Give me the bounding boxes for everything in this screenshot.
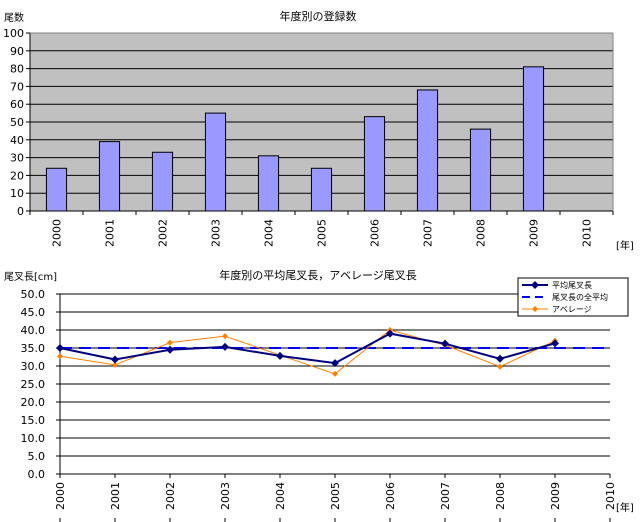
bar-y-tick-label: 60 (10, 98, 24, 111)
bar-chart: 年度別の登録数 尾数 [年] 0 10 20 30 40 50 60 70 80 90 100 20… (3, 9, 634, 252)
line-x-tick-label: 2007 (439, 482, 452, 510)
bar-x-tick-label: 2003 (210, 219, 223, 247)
line-chart-axes (59, 294, 611, 522)
bar-2000 (45, 167, 68, 212)
bar-2008 (469, 128, 492, 212)
line-chart-series (56, 327, 610, 377)
bar-chart-axes (29, 32, 614, 215)
bar-x-tick-label: 2009 (528, 219, 541, 247)
bar-y-tick-label: 0 (17, 205, 24, 218)
bar-x-tick-label: 2005 (316, 219, 329, 247)
legend-marker-average (532, 306, 538, 312)
line-chart-y-axis-label: 尾叉長[cm] (4, 271, 57, 283)
series-marker-0-2004 (276, 351, 284, 360)
legend-label-average: アベレージ (552, 305, 592, 314)
bar-y-tick-label: 80 (10, 63, 24, 76)
bar-y-tick-label: 10 (10, 187, 24, 200)
line-x-tick-label: 2005 (329, 482, 342, 510)
line-y-tick-label: 15.0 (21, 414, 46, 427)
line-chart-x-axis-unit: [年] (616, 501, 634, 514)
series-marker-2-2003 (222, 333, 228, 340)
series-marker-0-2009 (551, 339, 559, 348)
line-x-tick-label: 2003 (219, 482, 232, 510)
line-y-tick-label: 20.0 (21, 396, 46, 409)
bar-y-tick-label: 50 (10, 116, 24, 129)
bar-y-tick-label: 70 (10, 80, 24, 93)
line-x-tick-label: 2009 (549, 482, 562, 510)
line-chart-title: 年度別の平均尾叉長，アベレージ尾叉長 (219, 268, 417, 282)
line-x-tick-label: 2004 (274, 482, 287, 510)
bar-y-tick-label: 20 (10, 169, 24, 182)
series-marker-0-2000 (56, 344, 64, 352)
line-y-tick-label: 50.0 (21, 288, 46, 301)
series-marker-2-2005 (332, 370, 338, 377)
bar-x-tick-label: 2002 (157, 219, 170, 247)
bar-2007 (416, 89, 439, 212)
bar-x-tick-label: 2006 (369, 219, 382, 247)
line-x-tick-label: 2008 (494, 482, 507, 510)
legend-marker-avg-fork-length (531, 281, 539, 289)
series-marker-2-2008 (497, 363, 503, 370)
line-y-tick-label: 10.0 (21, 432, 46, 445)
line-y-tick-label: 40.0 (21, 324, 46, 337)
series-marker-0-2003 (221, 342, 229, 351)
bar-2001 (98, 141, 121, 212)
line-chart-y-tick-labels: 0.0 5.0 10.0 15.0 20.0 25.0 30.0 35.0 40.0 45.0 50… (21, 288, 46, 481)
line-y-tick-label: 25.0 (21, 378, 46, 391)
bar-chart-title: 年度別の登録数 (280, 9, 357, 23)
legend-label-avg-fork-length: 平均尾叉長 (552, 280, 592, 290)
bar-chart-x-axis-unit: [年] (616, 239, 634, 252)
bar-chart-y-axis-label: 尾数 (4, 11, 24, 24)
bar-2005 (310, 167, 333, 212)
bar-chart-y-tick-labels: 0 10 20 30 40 50 60 70 80 90 100 (3, 27, 24, 218)
series-marker-0-2005 (331, 359, 339, 368)
bar-x-tick-label: 2010 (581, 219, 594, 247)
line-x-tick-label: 2002 (164, 482, 177, 510)
bar-2002 (151, 151, 174, 212)
series-marker-2-2002 (167, 339, 173, 346)
bar-y-tick-label: 90 (10, 45, 24, 58)
bar-y-tick-label: 30 (10, 152, 24, 165)
line-y-tick-label: 45.0 (21, 306, 46, 319)
series-marker-0-2002 (166, 345, 174, 354)
series-marker-0-2008 (496, 354, 504, 363)
bar-x-tick-label: 2001 (104, 219, 117, 247)
line-chart-legend: 平均尾叉長 尾叉長の全平均 アベレージ (517, 277, 629, 317)
line-y-tick-label: 30.0 (21, 360, 46, 373)
bar-2006 (363, 116, 386, 212)
line-x-tick-label: 2006 (384, 482, 397, 510)
series-marker-2-2001 (112, 361, 118, 368)
series-marker-0-2001 (111, 355, 119, 364)
line-chart-gridlines (56, 293, 610, 475)
line-x-tick-label: 2001 (109, 482, 122, 510)
line-chart-x-tick-labels: 2000 2001 2002 2003 2004 2005 2006 2007 2008 2009… (54, 482, 617, 510)
series-line-2 (59, 329, 556, 375)
bar-x-tick-label: 2004 (263, 219, 276, 247)
bar-y-tick-label: 40 (10, 134, 24, 147)
bar-2009 (522, 66, 545, 212)
bar-x-tick-label: 2007 (422, 219, 435, 247)
line-y-tick-label: 35.0 (21, 342, 46, 355)
line-y-tick-label: 5.0 (28, 450, 46, 463)
series-line-0 (59, 332, 556, 365)
series-marker-0-2007 (441, 339, 449, 348)
bar-2003 (204, 112, 227, 212)
legend-label-overall-mean: 尾叉長の全平均 (552, 292, 608, 302)
bar-y-tick-label: 100 (3, 27, 24, 40)
series-marker-0-2006 (386, 329, 394, 338)
bar-2004 (257, 155, 280, 212)
line-x-tick-label: 2010 (604, 482, 617, 510)
series-marker-2-2000 (57, 353, 63, 360)
line-x-tick-label: 2000 (54, 482, 67, 510)
line-y-tick-label: 0.0 (28, 468, 46, 481)
bar-chart-x-tick-labels: 2000 2001 2002 2003 2004 2005 2006 2007 2008 2009… (51, 219, 594, 247)
line-chart: 年度別の平均尾叉長，アベレージ尾叉長 尾叉長[cm] [年] 0.0 5.0 10.… (4, 268, 634, 522)
bar-x-tick-label: 2008 (475, 219, 488, 247)
bar-x-tick-label: 2000 (51, 219, 64, 247)
